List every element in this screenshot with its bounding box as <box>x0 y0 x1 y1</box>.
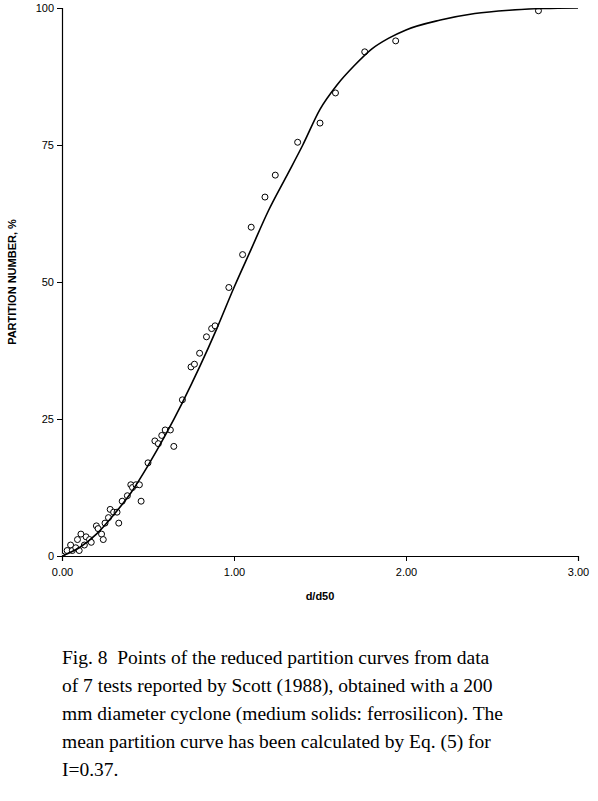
data-point <box>116 520 122 526</box>
y-axis: 0 25 50 75 100 <box>36 2 63 562</box>
x-tick: 0.00 <box>52 556 73 578</box>
plot-area <box>62 8 578 556</box>
data-point <box>171 443 177 449</box>
x-tick-mark <box>62 556 63 561</box>
y-tick-mark <box>57 8 62 9</box>
caption-line: I=0.37. <box>62 759 119 780</box>
y-tick: 50 <box>42 276 62 288</box>
caption-line: mm diameter cyclone (medium solids: ferr… <box>62 703 503 725</box>
y-tick: 25 <box>42 413 62 425</box>
data-point <box>197 350 203 356</box>
data-point <box>100 537 106 543</box>
data-point <box>248 224 254 230</box>
data-point <box>262 194 268 200</box>
data-point <box>203 334 209 340</box>
x-tick-label: 3.00 <box>568 566 589 578</box>
x-tick-label: 1.00 <box>224 566 245 578</box>
data-point <box>191 361 197 367</box>
x-axis-line <box>63 557 579 562</box>
y-tick-mark <box>57 556 62 557</box>
x-tick: 2.00 <box>396 556 417 578</box>
chart: 0 25 50 75 100 0.00 1.00 2.00 3.00 d/d50 PARTITION… <box>0 0 598 801</box>
x-tick-mark <box>578 556 579 561</box>
caption-line: of 7 tests reported by Scott (1988), obt… <box>62 675 493 697</box>
data-point <box>295 139 301 145</box>
data-point <box>138 498 144 504</box>
data-point <box>226 284 232 290</box>
data-point <box>393 38 399 44</box>
y-tick: 100 <box>36 2 62 14</box>
data-point <box>74 537 80 543</box>
y-axis-line <box>57 9 63 557</box>
y-tick: 0 <box>48 550 62 562</box>
partition-curve <box>62 8 578 556</box>
y-tick-mark <box>57 282 62 283</box>
y-tick: 75 <box>42 139 62 151</box>
data-point <box>317 120 323 126</box>
data-point <box>240 252 246 258</box>
x-tick-label: 0.00 <box>52 566 73 578</box>
caption-line: mean partition curve has been calculated… <box>62 731 491 753</box>
x-axis: 0.00 1.00 2.00 3.00 <box>52 556 589 578</box>
x-tick-label: 2.00 <box>396 566 417 578</box>
caption-line: Fig. 8 Points of the reduced partition c… <box>62 647 490 668</box>
x-tick: 1.00 <box>224 556 245 578</box>
data-point <box>272 172 278 178</box>
x-axis-title: d/d50 <box>306 590 335 602</box>
x-tick-mark <box>406 556 407 561</box>
y-tick-label: 75 <box>42 139 54 151</box>
y-tick-label: 0 <box>48 550 54 562</box>
x-tick: 3.00 <box>568 556 589 578</box>
y-axis-title: PARTITION NUMBER, % <box>6 219 18 345</box>
y-tick-mark <box>57 145 62 146</box>
x-tick-mark <box>234 556 235 561</box>
y-tick-label: 50 <box>42 276 54 288</box>
caption: Fig. 8 Points of the reduced partition c… <box>62 647 503 780</box>
y-tick-label: 100 <box>36 2 54 14</box>
y-tick-label: 25 <box>42 413 54 425</box>
y-tick-mark <box>57 419 62 420</box>
